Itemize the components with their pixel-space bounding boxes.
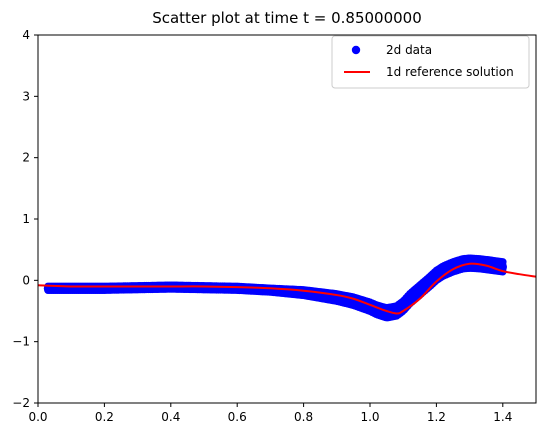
- y-tick-label: 1: [22, 212, 30, 226]
- y-tick-label: 4: [22, 28, 30, 42]
- y-tick-label: 0: [22, 273, 30, 287]
- x-tick-label: 0.0: [28, 410, 47, 424]
- reference-line: [38, 262, 536, 315]
- scatter-point: [199, 283, 209, 292]
- scatter-point: [432, 271, 441, 280]
- scatter-point: [67, 284, 76, 293]
- scatter-point: [100, 284, 109, 293]
- x-tick-label: 1.0: [360, 410, 379, 424]
- scatter-point: [425, 277, 434, 286]
- plot-frame: [37, 34, 537, 404]
- legend-label-2d-data: 2d data: [386, 43, 432, 57]
- legend-label-reference: 1d reference solution: [386, 65, 514, 79]
- scatter-point: [498, 262, 507, 272]
- x-tick-label: 0.8: [294, 410, 313, 424]
- legend-marker-2d-data: [351, 45, 361, 55]
- scatter-point: [399, 301, 408, 311]
- x-tick-label: 0.6: [228, 410, 247, 424]
- scatter-point: [405, 294, 415, 303]
- legend-box: [331, 35, 530, 89]
- axes: 0.0 0.2 0.4 0.6 0.8 1.0 1.2 1.4 −2 −1 0 1 2 3 4: [12, 28, 537, 424]
- x-tick-label: 0.4: [161, 410, 180, 424]
- y-tick-label: −2: [12, 396, 30, 410]
- scatter-point: [415, 285, 424, 295]
- legend: 2d data 1d reference solution: [331, 35, 530, 89]
- y-tick-label: 3: [22, 89, 30, 103]
- x-tick-label: 0.2: [95, 410, 114, 424]
- x-tick-label: 1.4: [493, 410, 512, 424]
- y-tick-label: −1: [12, 335, 30, 349]
- chart-title: Scatter plot at time t = 0.85000000: [152, 9, 422, 27]
- scatter-point: [133, 283, 142, 292]
- x-tick-label: 1.2: [427, 410, 446, 424]
- scatter-point: [233, 284, 242, 293]
- y-tick-label: 2: [22, 151, 30, 165]
- plot-area: [38, 254, 536, 322]
